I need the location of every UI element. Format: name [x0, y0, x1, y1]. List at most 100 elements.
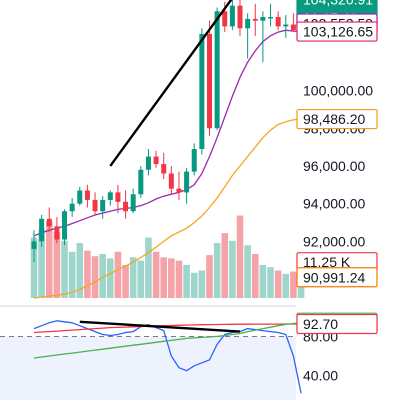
volume-bar	[290, 271, 297, 298]
candle-body	[46, 218, 52, 227]
candle	[168, 165, 174, 195]
candle-body	[123, 201, 129, 212]
badge-text: 104,320.91	[303, 0, 373, 8]
volume-bar	[45, 221, 53, 298]
candle-body	[107, 192, 113, 200]
candle-body	[229, 5, 235, 27]
candle-body	[115, 192, 121, 202]
badge-text: 92.70	[303, 316, 338, 332]
volume-bar	[122, 265, 129, 298]
candle	[252, 3, 258, 36]
candle-body	[138, 169, 144, 195]
badge-text: 11.25 K	[303, 254, 351, 270]
candle	[100, 196, 106, 219]
price-chart	[0, 0, 305, 307]
volume-bar	[160, 257, 168, 298]
candle	[290, 13, 296, 33]
oscillator-axis-tick-label: 40.00	[303, 368, 338, 384]
candle-body	[145, 156, 151, 170]
candle-body	[268, 16, 274, 19]
volume-bar	[259, 265, 267, 298]
volume-bar	[145, 237, 152, 298]
price-badge: 90,991.24	[296, 267, 378, 288]
price-axis-tick-label: 92,000.00	[303, 233, 365, 249]
candle-body	[100, 199, 106, 212]
volume-bar	[267, 267, 274, 298]
volume-bar	[114, 251, 122, 298]
moving-average-orange-line	[33, 118, 302, 299]
candle	[199, 28, 205, 155]
candle	[260, 11, 266, 63]
candle	[283, 15, 289, 38]
badge-text: 98,486.20	[303, 111, 365, 127]
volume-bar	[244, 245, 251, 298]
price-trendline	[109, 0, 233, 167]
candle-body	[39, 218, 45, 242]
volume-bar	[213, 243, 221, 298]
candle	[46, 207, 52, 232]
volume-bar	[53, 232, 61, 298]
candle	[69, 198, 75, 217]
axis-labels: 100,000.0098,000.0096,000.0094,000.0092,…	[296, 0, 378, 384]
volume-bar	[91, 256, 99, 298]
candle	[191, 143, 197, 176]
candle-body	[161, 164, 167, 174]
candle-body	[69, 203, 75, 212]
candle-body	[31, 241, 37, 249]
volume-bar	[183, 265, 190, 298]
candle-body	[130, 194, 136, 212]
volume-bar	[38, 228, 45, 298]
candle	[237, 0, 243, 36]
candle-body	[176, 188, 182, 193]
oscillator-series-line	[33, 323, 302, 334]
volume-bar	[152, 251, 160, 298]
volume-bar	[236, 215, 244, 298]
volume-bar	[229, 240, 236, 298]
candle	[138, 165, 144, 199]
candle	[206, 20, 212, 136]
candle-body	[252, 18, 258, 21]
badge-text: 90,991.24	[303, 269, 365, 285]
volume-bar	[175, 260, 183, 298]
badge-box	[296, 267, 378, 288]
candle	[39, 215, 45, 248]
volume-bar	[61, 240, 68, 298]
volume-bar	[76, 243, 84, 298]
candle	[268, 3, 274, 27]
candle	[62, 209, 68, 246]
candle	[145, 149, 151, 176]
candle-body	[283, 24, 289, 27]
volume-bar	[137, 260, 145, 298]
badge-box	[296, 21, 378, 42]
candle	[31, 230, 37, 263]
candle	[123, 190, 129, 219]
candle-body	[290, 24, 296, 31]
candle	[214, 7, 220, 131]
volume-bar	[129, 257, 137, 298]
price-axis-tick-label: 100,000.00	[303, 83, 373, 99]
candle-body	[84, 190, 90, 200]
moving-average-purple-line	[33, 29, 302, 237]
volume-bar	[282, 273, 290, 298]
candle	[176, 171, 182, 200]
volume-bar	[68, 251, 76, 298]
badge-box	[296, 313, 378, 335]
badge-text: 103,126.65	[303, 24, 373, 40]
candle	[130, 188, 136, 214]
volume-bar	[168, 258, 175, 298]
candle	[245, 13, 251, 59]
candle	[115, 184, 121, 214]
price-badge: 11.25 K	[296, 252, 378, 273]
volume-bar	[84, 250, 91, 298]
candle	[84, 184, 90, 208]
candle-body	[222, 11, 228, 27]
volume-bar	[30, 237, 38, 298]
candle-body	[54, 226, 60, 240]
candle	[229, 0, 235, 31]
candle	[275, 11, 281, 31]
candle-body	[260, 16, 266, 21]
volume-bar	[251, 254, 259, 298]
volume-bar	[190, 272, 198, 298]
oscillator-trendline	[79, 320, 241, 333]
candle-body	[184, 171, 190, 193]
